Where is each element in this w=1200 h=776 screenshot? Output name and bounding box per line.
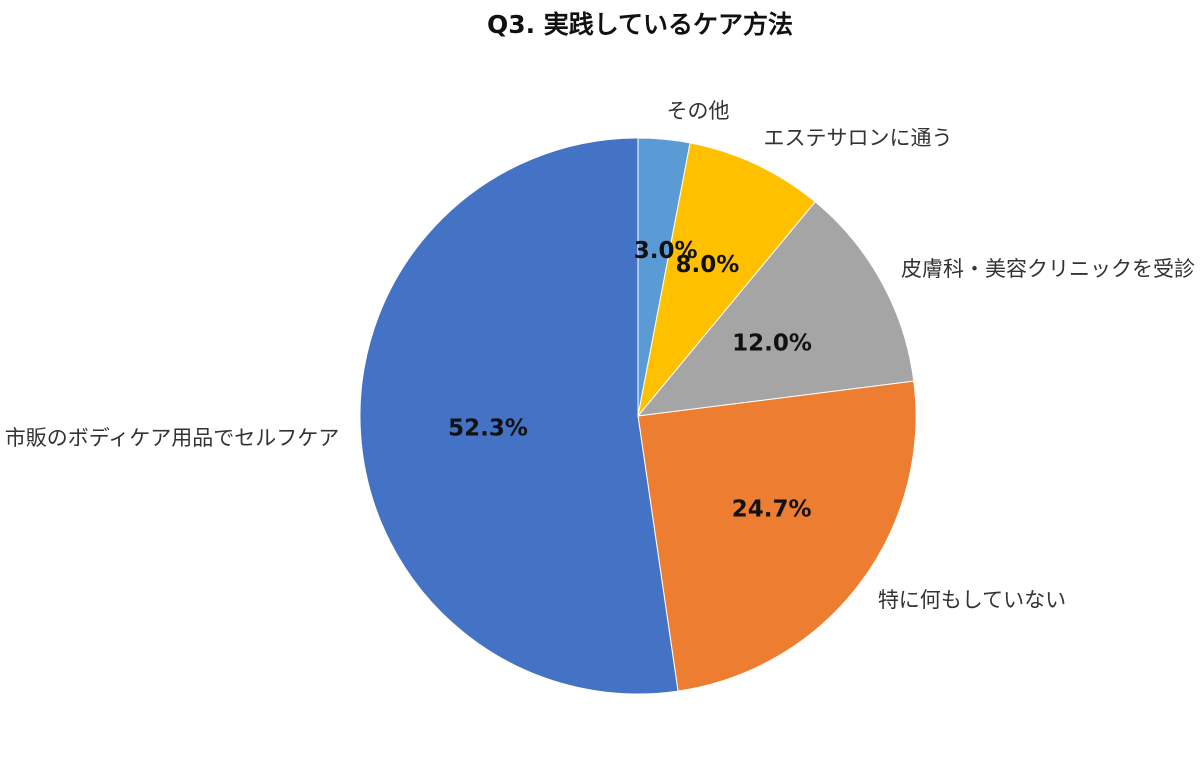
slice-category-label: エステサロンに通う xyxy=(764,126,953,150)
slice-value-label: 8.0% xyxy=(676,252,740,278)
chart-title: Q3. 実践しているケア方法 xyxy=(487,10,793,39)
slice-value-label: 12.0% xyxy=(732,330,812,356)
slice-category-label: その他 xyxy=(667,99,730,123)
slice-value-label: 24.7% xyxy=(732,497,812,523)
pie-slices xyxy=(359,137,917,695)
value-labels: 3.0%8.0% 12.0% 24.7% 52.3% xyxy=(448,238,812,523)
pie-slice xyxy=(637,380,917,692)
slice-category-label: 特に何もしていない xyxy=(878,588,1066,612)
slice-category-label: 市販のボディケア用品でセルフケア xyxy=(5,426,340,450)
pie-slice xyxy=(636,201,915,417)
pie-slice xyxy=(359,137,679,695)
slice-category-label: 皮膚科・美容クリニックを受診 xyxy=(901,257,1195,281)
slice-value-label: 52.3% xyxy=(448,415,528,441)
pie-slice xyxy=(637,142,816,417)
slice-value-label: 3.0% xyxy=(634,238,698,264)
